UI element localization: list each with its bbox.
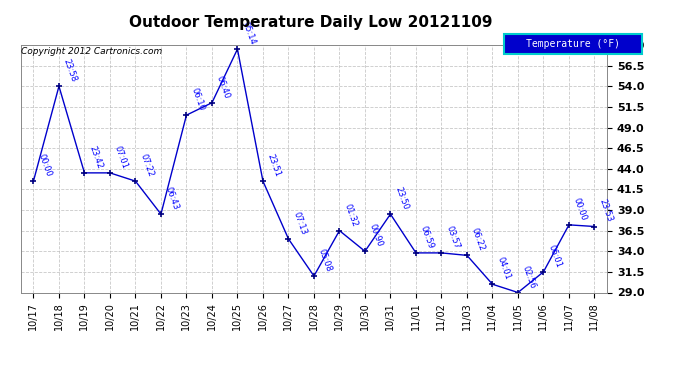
Text: Outdoor Temperature Daily Low 20121109: Outdoor Temperature Daily Low 20121109 <box>129 15 492 30</box>
Text: 23:51: 23:51 <box>266 153 282 178</box>
Text: 05:08: 05:08 <box>317 248 333 273</box>
Text: Copyright 2012 Cartronics.com: Copyright 2012 Cartronics.com <box>21 47 162 56</box>
Text: 06:01: 06:01 <box>546 244 563 269</box>
Text: 00:00: 00:00 <box>37 153 53 178</box>
Text: 06:43: 06:43 <box>164 186 180 211</box>
Text: Temperature (°F): Temperature (°F) <box>526 39 620 49</box>
Text: 07:22: 07:22 <box>138 153 155 178</box>
Text: 02:56: 02:56 <box>521 264 538 290</box>
Text: 06:10: 06:10 <box>189 87 206 112</box>
Text: 23:50: 23:50 <box>393 186 410 211</box>
Text: 06:40: 06:40 <box>215 75 231 100</box>
Text: 06:22: 06:22 <box>470 227 486 253</box>
Text: 04:01: 04:01 <box>495 256 512 282</box>
Text: 23:53: 23:53 <box>598 198 614 224</box>
Text: 05:14: 05:14 <box>240 21 257 46</box>
Text: 23:58: 23:58 <box>61 58 79 84</box>
Text: 00:00: 00:00 <box>572 196 589 222</box>
Text: 06:59: 06:59 <box>419 225 435 250</box>
Text: 07:13: 07:13 <box>291 210 308 236</box>
Text: 00:90: 00:90 <box>368 223 384 249</box>
Text: 23:42: 23:42 <box>87 145 104 170</box>
Text: 01:32: 01:32 <box>342 202 359 228</box>
Text: 07:01: 07:01 <box>112 145 129 170</box>
Text: 03:57: 03:57 <box>444 225 461 250</box>
